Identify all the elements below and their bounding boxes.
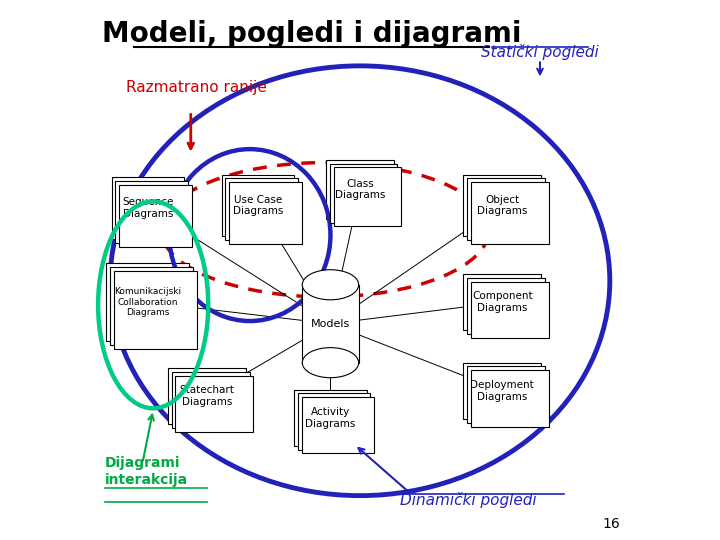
Bar	[334, 167, 401, 226]
Bar	[467, 178, 545, 240]
Bar	[115, 181, 188, 243]
Text: Komunikacijski
Collaboration
Diagrams: Komunikacijski Collaboration Diagrams	[114, 287, 181, 317]
Bar	[225, 178, 298, 240]
Text: Sequence
Diagrams: Sequence Diagrams	[122, 198, 174, 219]
Bar	[168, 368, 246, 424]
Bar	[464, 174, 541, 237]
Ellipse shape	[302, 348, 359, 377]
Text: Use Case
Diagrams: Use Case Diagrams	[233, 195, 283, 217]
Bar	[302, 285, 359, 363]
Text: Deployment
Diagrams: Deployment Diagrams	[470, 380, 534, 402]
Bar	[471, 370, 549, 427]
Text: 16: 16	[603, 517, 621, 531]
Text: Razmatrano ranije: Razmatrano ranije	[126, 80, 267, 95]
Bar	[467, 367, 545, 423]
Bar	[467, 278, 545, 334]
Text: Class
Diagrams: Class Diagrams	[335, 179, 385, 200]
Bar	[471, 281, 549, 338]
Bar	[471, 182, 549, 244]
Bar	[112, 177, 184, 239]
Text: Models: Models	[311, 319, 350, 329]
Bar	[119, 185, 192, 247]
Text: Component
Diagrams: Component Diagrams	[472, 292, 533, 313]
Text: Dijagrami
interakcija: Dijagrami interakcija	[105, 456, 188, 487]
Text: Modeli, pogledi i dijagrami: Modeli, pogledi i dijagrami	[102, 20, 521, 48]
Bar	[110, 267, 193, 345]
Bar	[229, 182, 302, 244]
Bar	[464, 274, 541, 330]
Text: Statički pogledi: Statički pogledi	[481, 44, 599, 60]
Bar	[298, 393, 371, 450]
Ellipse shape	[302, 270, 359, 300]
Bar	[176, 375, 253, 432]
Bar	[294, 389, 366, 446]
Text: Dinamički pogledi: Dinamički pogledi	[400, 492, 537, 508]
Bar	[222, 174, 294, 237]
Bar	[326, 160, 394, 219]
Text: Object
Diagrams: Object Diagrams	[477, 195, 528, 217]
Bar	[330, 164, 397, 222]
Text: Statechart
Diagrams: Statechart Diagrams	[179, 386, 234, 407]
Bar	[106, 264, 189, 341]
Bar	[464, 363, 541, 419]
Text: Activity
Diagrams: Activity Diagrams	[305, 407, 356, 429]
Bar	[302, 397, 374, 454]
Bar	[171, 372, 250, 428]
Bar	[114, 271, 197, 349]
